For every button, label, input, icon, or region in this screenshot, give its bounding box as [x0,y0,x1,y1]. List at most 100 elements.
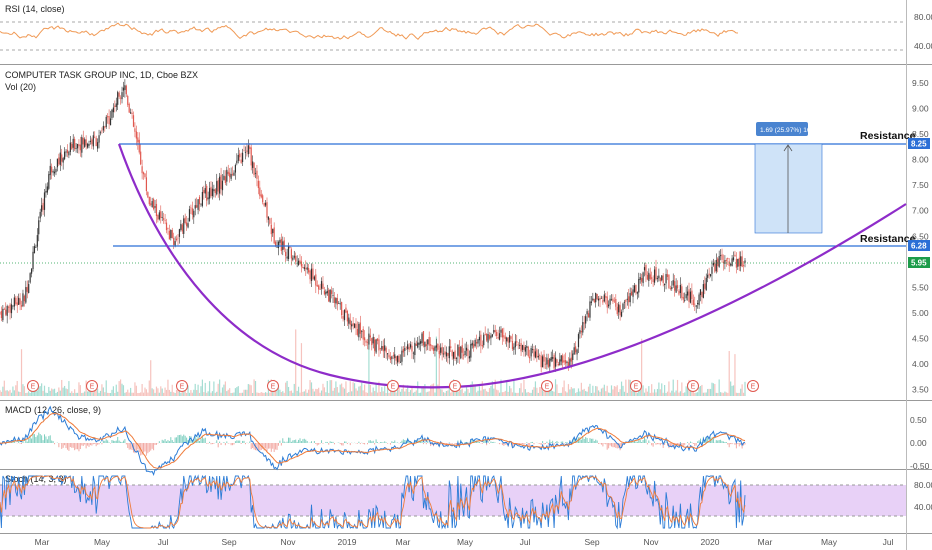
candle-body [18,297,20,305]
candle-body [712,262,715,266]
macd-bar [368,440,370,443]
candle-body [508,335,511,343]
macd-bar [399,442,401,443]
volume-bar [671,390,673,396]
candle-body [689,291,692,303]
time-label: May [94,537,111,547]
macd-bar [684,443,686,446]
candle-body [721,254,723,260]
macd-bar [344,441,346,443]
macd-bar [346,443,348,445]
earnings-marker-icon[interactable] [267,380,279,392]
macd-bar [664,443,666,445]
volume-bar [200,386,202,396]
macd-bar [481,443,483,444]
candle-body [33,246,36,254]
macd-bar [659,443,661,446]
candle-body [79,144,81,151]
volume-bar [412,392,415,396]
volume-bar [579,391,581,396]
candle-body [583,322,585,324]
candle-body [675,285,677,293]
earnings-marker-icon[interactable] [86,380,98,392]
candle-body [592,298,594,301]
volume-bar [399,391,402,396]
candle-body [266,202,268,218]
candle-body [475,341,478,344]
volume-bar [714,383,716,396]
macd-bar [265,443,267,449]
candle-body [125,85,127,95]
candle-body [196,205,198,208]
candle-body [241,152,244,163]
macd-bar [565,442,567,443]
volume-bar [493,388,495,396]
volume-bar [600,388,603,396]
candle-body [694,303,696,305]
macd-bar [233,443,235,445]
earnings-marker-icon[interactable] [387,380,399,392]
macd-bar [52,441,54,443]
volume-bar [184,387,186,396]
volume-bar [318,387,320,396]
macd-bar [621,443,623,449]
measure-box[interactable] [754,143,823,234]
volume-bar [719,392,722,396]
candle-body [681,286,683,298]
earnings-marker-icon[interactable] [27,380,39,392]
candle-body [445,352,448,357]
volume-bar [464,391,466,396]
candle-body [523,345,525,351]
candle-body [375,339,377,353]
candle-body [355,323,357,329]
time-label: Jul [883,537,894,547]
macd-bar [600,443,602,445]
measure-label: 1.69 (25.97%) 169 [760,127,815,134]
volume-bar [121,383,123,396]
volume-bar [257,392,259,396]
macd-bar [467,442,469,443]
volume-bar [609,392,611,396]
candle-body [498,333,501,340]
macd-bar [455,443,457,445]
candle-body [72,138,74,148]
macd-bar [81,443,83,446]
macd-bar [674,443,676,448]
macd-bar [695,443,697,446]
earnings-marker-icon[interactable] [176,380,188,392]
candle-body [244,151,247,153]
volume-bar [59,390,61,396]
candle-body [496,332,498,336]
macd-bar [69,443,71,448]
volume-bar [335,381,337,396]
time-label: Mar [35,537,50,547]
earnings-marker-icon[interactable] [449,380,461,392]
cup-arc[interactable] [117,143,907,389]
candle-body [438,350,440,355]
candle-body [29,273,31,283]
candle-body [497,336,499,339]
macd-bar [147,443,149,454]
earnings-marker-icon[interactable] [630,380,642,392]
candle-body [140,151,142,165]
candle-body [193,210,195,218]
volume-bar [252,392,254,396]
volume-bar [382,391,384,396]
volume-bar [362,390,364,396]
volume-bar [260,392,262,396]
candle-body [602,300,604,303]
macd-bar [721,441,723,443]
earnings-marker-icon[interactable] [541,380,553,392]
earnings-marker-icon[interactable] [687,380,699,392]
macd-bar [49,435,51,443]
price-tick: 5.50 [912,282,929,292]
candle-body [648,272,650,281]
volume-bar [99,390,102,396]
volume-bar [418,392,420,396]
candle-body [730,264,732,266]
earnings-marker-icon[interactable] [747,380,759,392]
volume-bar [599,391,601,396]
volume-bar [468,392,470,396]
